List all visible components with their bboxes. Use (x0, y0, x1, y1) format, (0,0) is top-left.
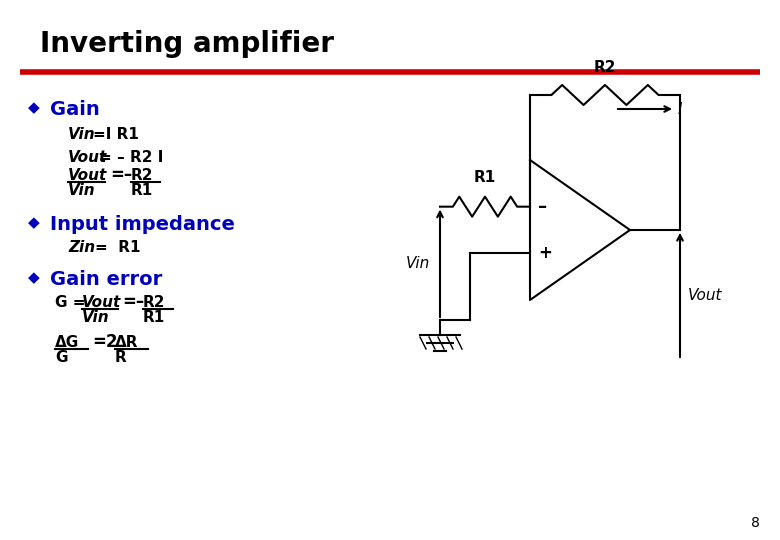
Text: R2: R2 (131, 168, 154, 183)
Text: =–: =– (110, 166, 132, 184)
Text: Vin: Vin (406, 256, 430, 271)
Text: = – R2 I: = – R2 I (99, 150, 163, 165)
Text: ΔR: ΔR (115, 335, 139, 350)
Text: Gain error: Gain error (50, 270, 162, 289)
Text: Zin: Zin (68, 240, 95, 255)
Text: =2: =2 (92, 333, 118, 351)
Text: Vin: Vin (68, 183, 96, 198)
Text: R1: R1 (143, 310, 165, 325)
Text: =  R1: = R1 (95, 240, 140, 255)
Text: ΔG: ΔG (55, 335, 80, 350)
Text: Vout: Vout (68, 150, 108, 165)
Text: Vout: Vout (688, 287, 722, 302)
Text: R2: R2 (594, 60, 616, 75)
Text: R1: R1 (474, 170, 496, 185)
Text: G: G (55, 350, 68, 365)
Text: 8: 8 (751, 516, 760, 530)
Text: +: + (538, 244, 552, 262)
Text: G =: G = (55, 295, 86, 310)
Text: ◆: ◆ (28, 270, 40, 285)
Text: Gain: Gain (50, 100, 100, 119)
Text: ◆: ◆ (28, 100, 40, 115)
Text: Input impedance: Input impedance (50, 215, 235, 234)
Text: Inverting amplifier: Inverting amplifier (40, 30, 334, 58)
Text: R2: R2 (143, 295, 165, 310)
Text: R: R (115, 350, 126, 365)
Text: R1: R1 (131, 183, 153, 198)
Text: ◆: ◆ (28, 215, 40, 230)
Text: –: – (538, 198, 547, 215)
Text: =I R1: =I R1 (93, 127, 139, 142)
Text: =–: =– (122, 293, 144, 311)
Text: Vout: Vout (82, 295, 121, 310)
Text: Vout: Vout (68, 168, 108, 183)
Text: Vin: Vin (82, 310, 110, 325)
Text: I: I (678, 102, 682, 117)
Text: Vin: Vin (68, 127, 96, 142)
